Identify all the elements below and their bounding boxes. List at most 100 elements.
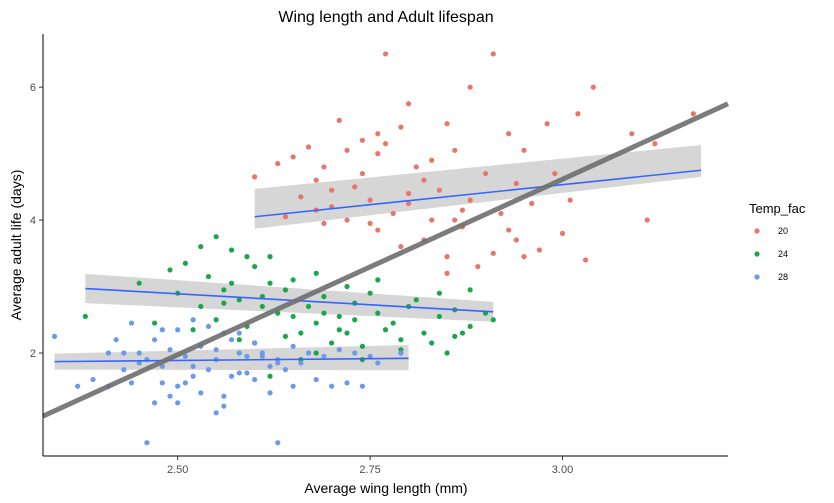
y-tick-label-0: 2 — [30, 348, 36, 360]
point-28-5 — [136, 360, 142, 366]
trend-line-20 — [254, 169, 702, 218]
point-28-32 — [244, 353, 250, 359]
point-20-65 — [521, 254, 527, 260]
point-24-36 — [344, 330, 350, 336]
point-20-37 — [567, 197, 573, 203]
point-28-47 — [236, 330, 242, 336]
point-28-52 — [190, 363, 196, 369]
legend-label-20: 20 — [778, 226, 788, 236]
ci-band-24 — [85, 273, 494, 322]
point-24-52 — [413, 297, 419, 303]
point-28-25 — [136, 350, 142, 356]
point-24-37 — [359, 343, 366, 349]
point-20-31 — [467, 197, 473, 203]
point-20-64 — [506, 227, 512, 233]
point-20-16 — [575, 111, 581, 117]
point-20-63 — [459, 207, 466, 213]
point-28-9 — [182, 380, 188, 386]
point-20-54 — [375, 151, 381, 157]
point-28-31 — [228, 337, 235, 343]
point-20-59 — [252, 174, 258, 180]
point-28-2 — [90, 376, 96, 383]
point-24-48 — [267, 280, 273, 286]
ci-band-28 — [54, 345, 409, 371]
point-20-48 — [513, 237, 519, 243]
legend-key-28 — [754, 274, 760, 280]
point-28-38 — [336, 347, 342, 353]
point-28-33 — [259, 350, 265, 356]
point-20-47 — [490, 250, 496, 256]
point-20-26 — [390, 210, 396, 217]
point-28-4 — [121, 367, 127, 373]
point-28-44 — [190, 317, 196, 323]
point-24-12 — [221, 287, 227, 293]
point-28-62 — [375, 360, 381, 366]
x-axis-label: Average wing length (mm) — [304, 480, 467, 496]
point-20-32 — [482, 170, 489, 177]
legend-key-24 — [754, 251, 760, 257]
point-20-60 — [359, 170, 366, 177]
point-28-45 — [205, 323, 212, 330]
point-20-50 — [559, 230, 566, 236]
point-24-9 — [290, 277, 296, 283]
point-24-61 — [221, 300, 227, 306]
point-28-26 — [152, 337, 158, 343]
trend-line-28 — [54, 357, 409, 363]
trend-lines — [41, 101, 730, 419]
point-24-68 — [244, 254, 250, 260]
legend-label-24: 24 — [778, 249, 788, 259]
point-20-25 — [367, 197, 373, 203]
point-24-47 — [228, 280, 235, 286]
point-20-58 — [452, 147, 458, 153]
point-24-6 — [228, 247, 235, 253]
point-20-67 — [367, 220, 373, 227]
point-24-7 — [252, 263, 258, 270]
point-20-66 — [444, 270, 450, 276]
point-28-0 — [51, 333, 58, 339]
point-28-19 — [313, 376, 319, 383]
point-20-4 — [336, 117, 342, 123]
point-24-51 — [367, 290, 373, 296]
point-28-8 — [175, 383, 181, 389]
point-28-67 — [267, 390, 273, 396]
point-20-7 — [375, 131, 381, 137]
point-28-6 — [152, 400, 158, 406]
point-20-17 — [590, 84, 596, 90]
point-28-39 — [352, 350, 358, 356]
point-24-16 — [305, 303, 312, 310]
legend-label-28: 28 — [778, 272, 788, 282]
point-24-56 — [282, 333, 289, 339]
point-20-5 — [344, 147, 350, 153]
point-24-30 — [213, 317, 219, 323]
x-tick-label-2: 3.00 — [552, 464, 573, 476]
point-28-63 — [398, 350, 404, 356]
point-20-2 — [305, 144, 312, 150]
point-20-57 — [382, 141, 389, 147]
point-24-18 — [336, 313, 342, 320]
legend: Temp_fac 20 24 28 — [749, 201, 806, 282]
point-20-46 — [475, 263, 481, 270]
point-20-21 — [298, 194, 304, 200]
point-28-55 — [244, 370, 250, 376]
point-24-28 — [152, 320, 158, 326]
point-20-41 — [375, 227, 381, 233]
point-24-11 — [198, 303, 204, 310]
point-24-2 — [167, 267, 173, 273]
point-28-22 — [359, 383, 366, 389]
point-28-58 — [298, 360, 304, 366]
axis-ticks: 2.50 2.75 3.00 2 4 6 — [30, 82, 573, 476]
point-24-26 — [467, 323, 473, 330]
point-24-49 — [313, 270, 319, 276]
point-20-13 — [506, 131, 512, 137]
point-20-40 — [344, 217, 350, 223]
point-24-66 — [352, 317, 358, 323]
x-tick-label-1: 2.75 — [359, 464, 380, 476]
point-20-39 — [321, 220, 327, 227]
point-28-48 — [252, 340, 258, 346]
y-tick-label-2: 6 — [30, 82, 36, 94]
point-28-23 — [105, 350, 112, 356]
point-24-17 — [321, 293, 327, 300]
point-20-29 — [436, 187, 442, 193]
overall-trend-line — [41, 101, 730, 419]
